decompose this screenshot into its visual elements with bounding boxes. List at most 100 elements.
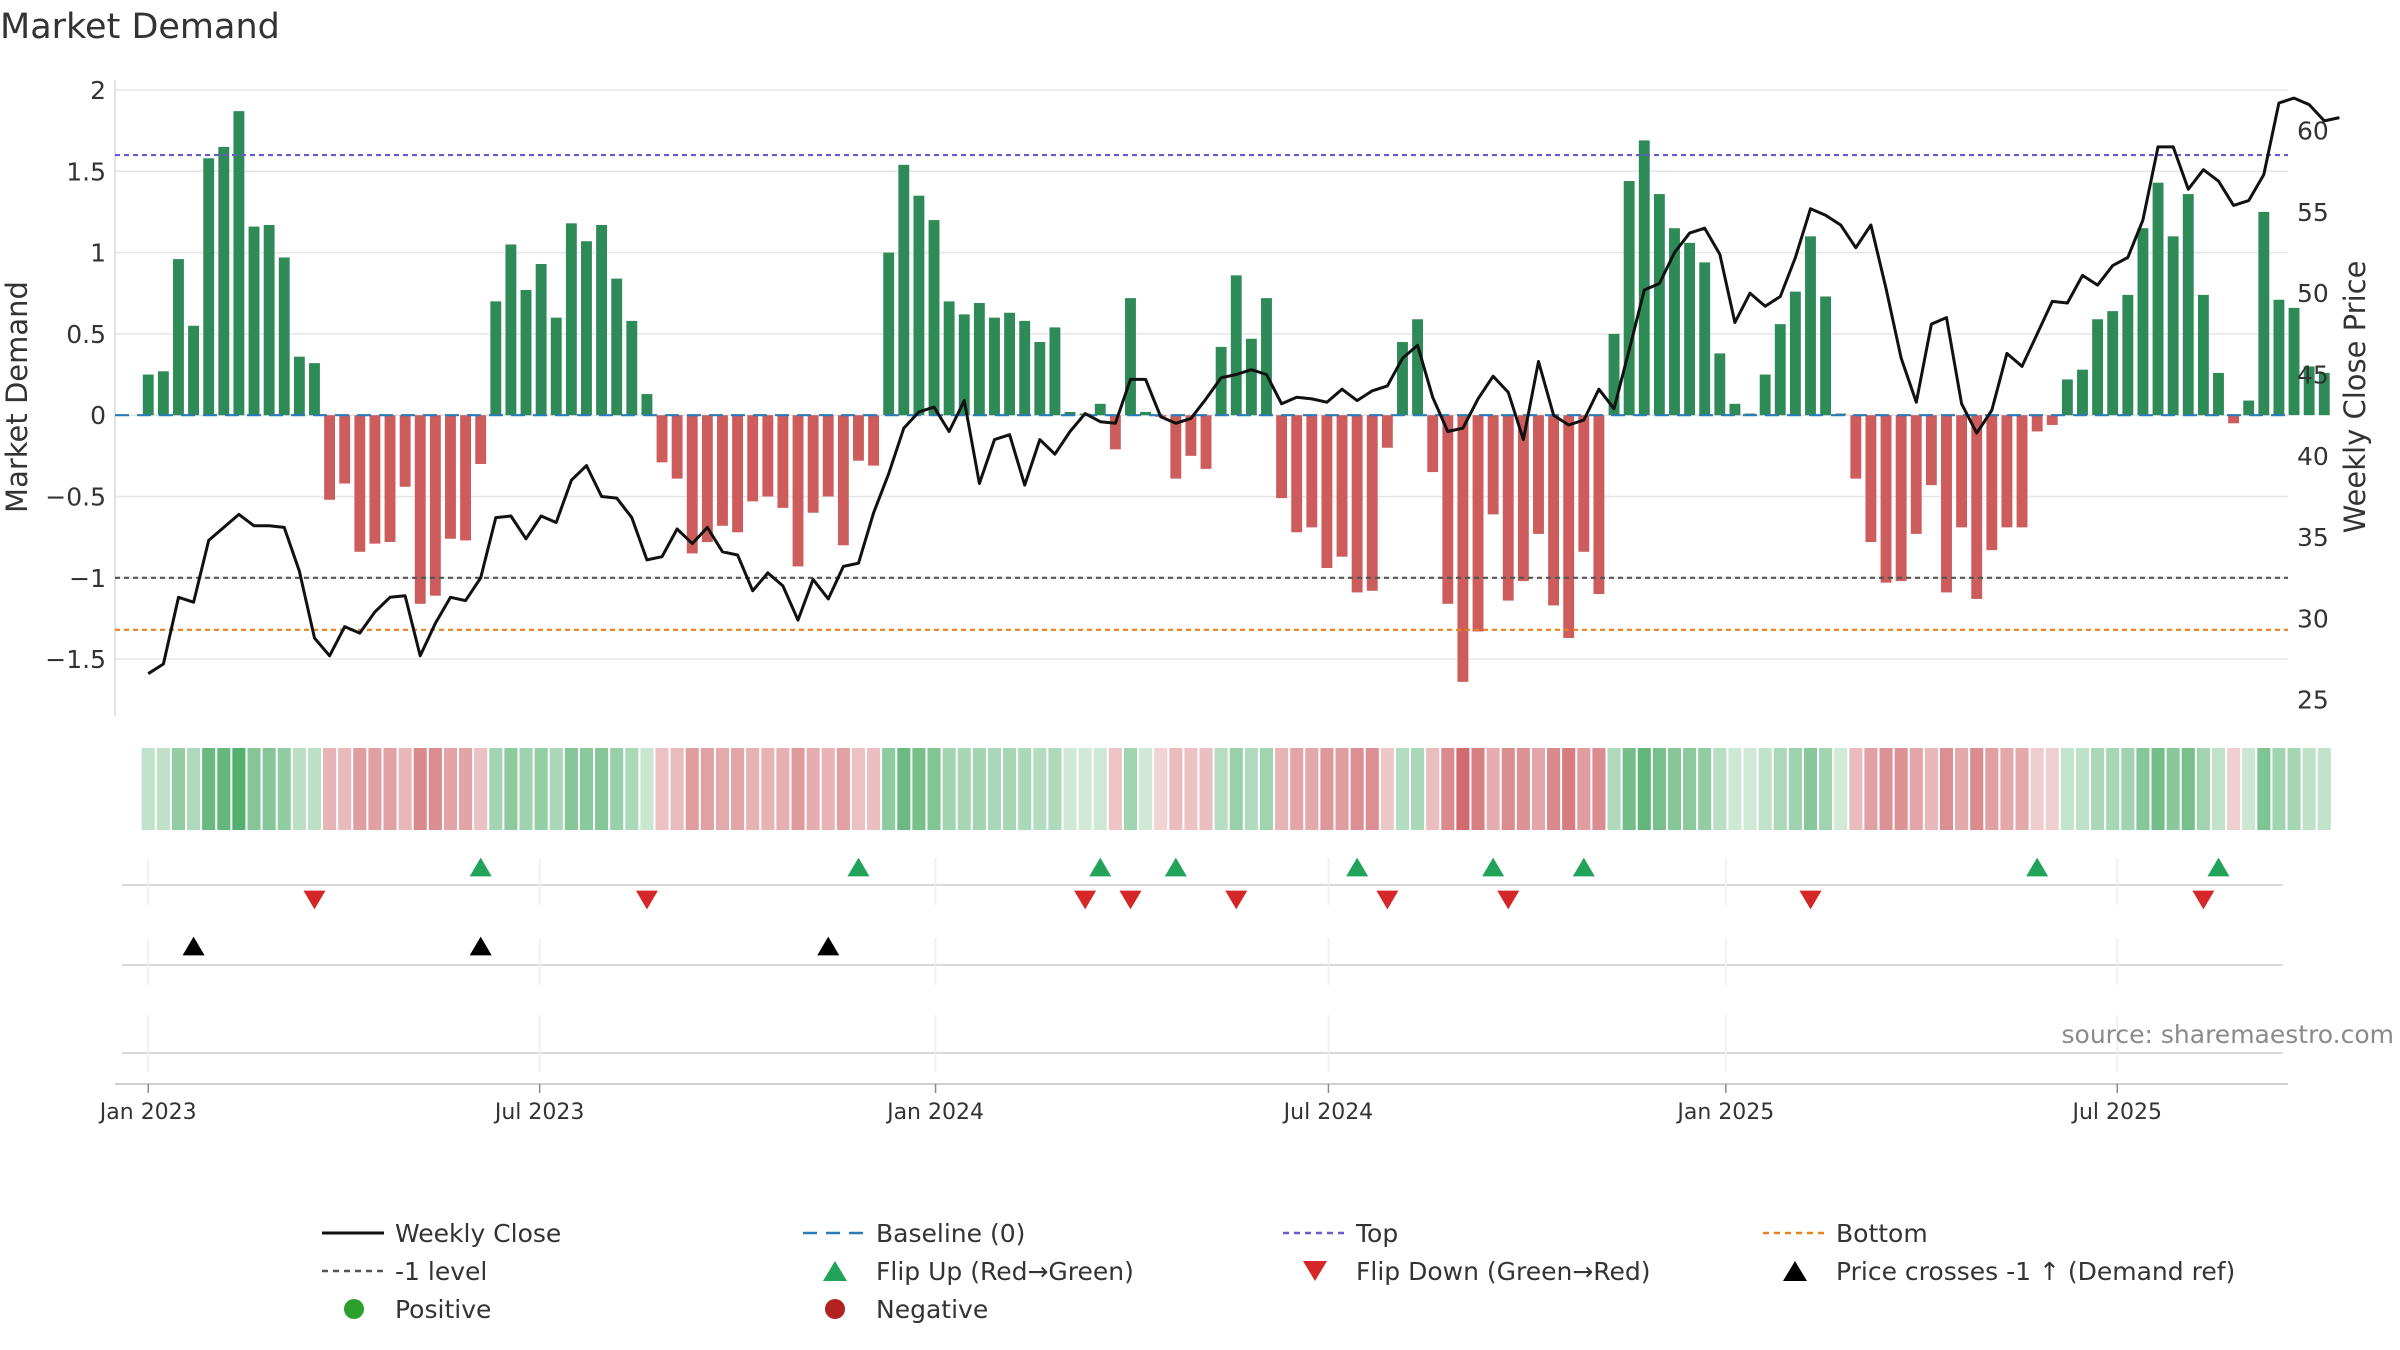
heat-cell: [1229, 748, 1243, 830]
demand-bar: [1820, 296, 1832, 416]
demand-bar: [1140, 411, 1152, 416]
x-tick-label: Jan 2025: [1675, 1100, 1774, 1125]
heat-cell: [323, 748, 337, 830]
heat-cell: [595, 748, 609, 830]
heat-cell: [791, 748, 805, 830]
demand-bar: [1608, 333, 1620, 416]
heat-cell: [1819, 748, 1833, 830]
heat-cell: [504, 748, 518, 830]
heat-cell: [2227, 748, 2241, 830]
demand-bar: [1669, 228, 1680, 416]
heat-cell: [1803, 748, 1818, 830]
heat-cell: [1154, 748, 1168, 830]
demand-bar: [520, 289, 532, 416]
demand-bar: [2258, 211, 2270, 416]
y-tick-label-right: 25: [2297, 686, 2329, 715]
heat-cell: [1985, 748, 1999, 830]
demand-bar: [475, 415, 487, 464]
demand-bar: [626, 320, 638, 416]
heat-cell: [1894, 748, 1908, 830]
heat-cell: [1577, 748, 1591, 830]
y-tick-label-right: 40: [2297, 442, 2329, 471]
demand-bar: [1230, 275, 1242, 416]
heat-cell: [2211, 748, 2226, 830]
demand-bar: [2031, 415, 2043, 432]
legend-label: Price crosses -1 ↑ (Demand ref): [1836, 1257, 2235, 1286]
demand-bar: [2288, 307, 2300, 416]
heat-cell: [1773, 748, 1787, 830]
demand-bar: [973, 303, 985, 416]
demand-bar: [309, 363, 320, 416]
heat-cell: [776, 748, 790, 830]
demand-bar: [581, 241, 592, 416]
heat-cell: [171, 748, 186, 830]
y-tick-label-left: 1.5: [66, 157, 106, 186]
demand-bar: [1925, 415, 1937, 486]
price-cross-marker: [182, 936, 205, 956]
demand-bar: [1729, 403, 1741, 416]
heat-cell: [1395, 748, 1410, 830]
y-tick-label-right: 35: [2297, 523, 2329, 552]
demand-bar: [2228, 415, 2240, 424]
demand-bar: [2077, 369, 2088, 416]
heat-cell: [2181, 748, 2195, 830]
heat-cell: [353, 748, 367, 830]
demand-bar: [641, 394, 653, 416]
heat-cell: [1214, 748, 1228, 830]
heat-cell: [1003, 748, 1017, 830]
demand-bar: [2137, 228, 2149, 416]
heat-cell: [459, 748, 473, 830]
demand-bar: [1064, 411, 1076, 416]
heat-cell: [292, 748, 306, 830]
heat-cell: [1365, 748, 1379, 830]
demand-bar: [218, 146, 230, 416]
flip-up-marker: [847, 857, 870, 877]
heat-cell: [1139, 748, 1153, 830]
heat-cell: [867, 748, 881, 830]
demand-bar: [2107, 311, 2119, 416]
flip-down-marker: [1225, 890, 1248, 910]
demand-bar: [1623, 181, 1635, 416]
demand-bar: [656, 415, 668, 463]
flip-up-marker: [1482, 857, 1505, 877]
demand-bar: [611, 278, 623, 416]
legend-label: Negative: [876, 1295, 988, 1324]
heat-cell: [489, 748, 503, 830]
demand-bar: [1351, 415, 1363, 593]
heat-cell: [821, 748, 835, 830]
x-axis: Jan 2023 Jul 2023 Jan 2024 Jul 2024 Jan 2025…: [98, 1083, 2288, 1125]
source-note: source: sharemaestro.com: [2062, 1020, 2395, 1049]
heat-cell: [655, 748, 669, 830]
demand-bar: [2213, 372, 2224, 416]
demand-bar: [1548, 415, 1560, 606]
demand-bar: [278, 257, 290, 416]
demand-bar: [1215, 346, 1227, 416]
legend-swatch: [823, 1261, 847, 1281]
demand-bar: [1805, 236, 1816, 416]
demand-bar: [550, 317, 562, 416]
x-tick-label: Jan 2024: [885, 1100, 984, 1125]
demand-bar: [2001, 415, 2013, 528]
legend-label: -1 level: [395, 1257, 487, 1286]
heat-cell: [2317, 748, 2331, 830]
heat-cell: [141, 748, 155, 830]
demand-bar: [1986, 415, 1998, 551]
heat-cell: [2151, 748, 2165, 830]
heat-cell: [2257, 748, 2271, 830]
demand-bar: [399, 415, 411, 487]
heat-cell: [625, 748, 639, 830]
heat-cell: [1592, 748, 1606, 830]
heat-cell: [1698, 748, 1712, 830]
y-tick-label-left: 0: [90, 401, 106, 430]
heat-cell: [383, 748, 397, 830]
demand-bar: [1109, 415, 1121, 450]
heat-cell: [1078, 748, 1092, 830]
heat-cell: [277, 748, 291, 830]
heat-cell: [1607, 748, 1621, 830]
demand-bar: [505, 244, 517, 416]
demand-bar: [414, 415, 426, 604]
y-tick-label-left: 0.5: [66, 320, 106, 349]
legend-label: Top: [1355, 1219, 1398, 1248]
heat-cell: [1305, 748, 1319, 830]
heat-cell: [1924, 748, 1938, 830]
